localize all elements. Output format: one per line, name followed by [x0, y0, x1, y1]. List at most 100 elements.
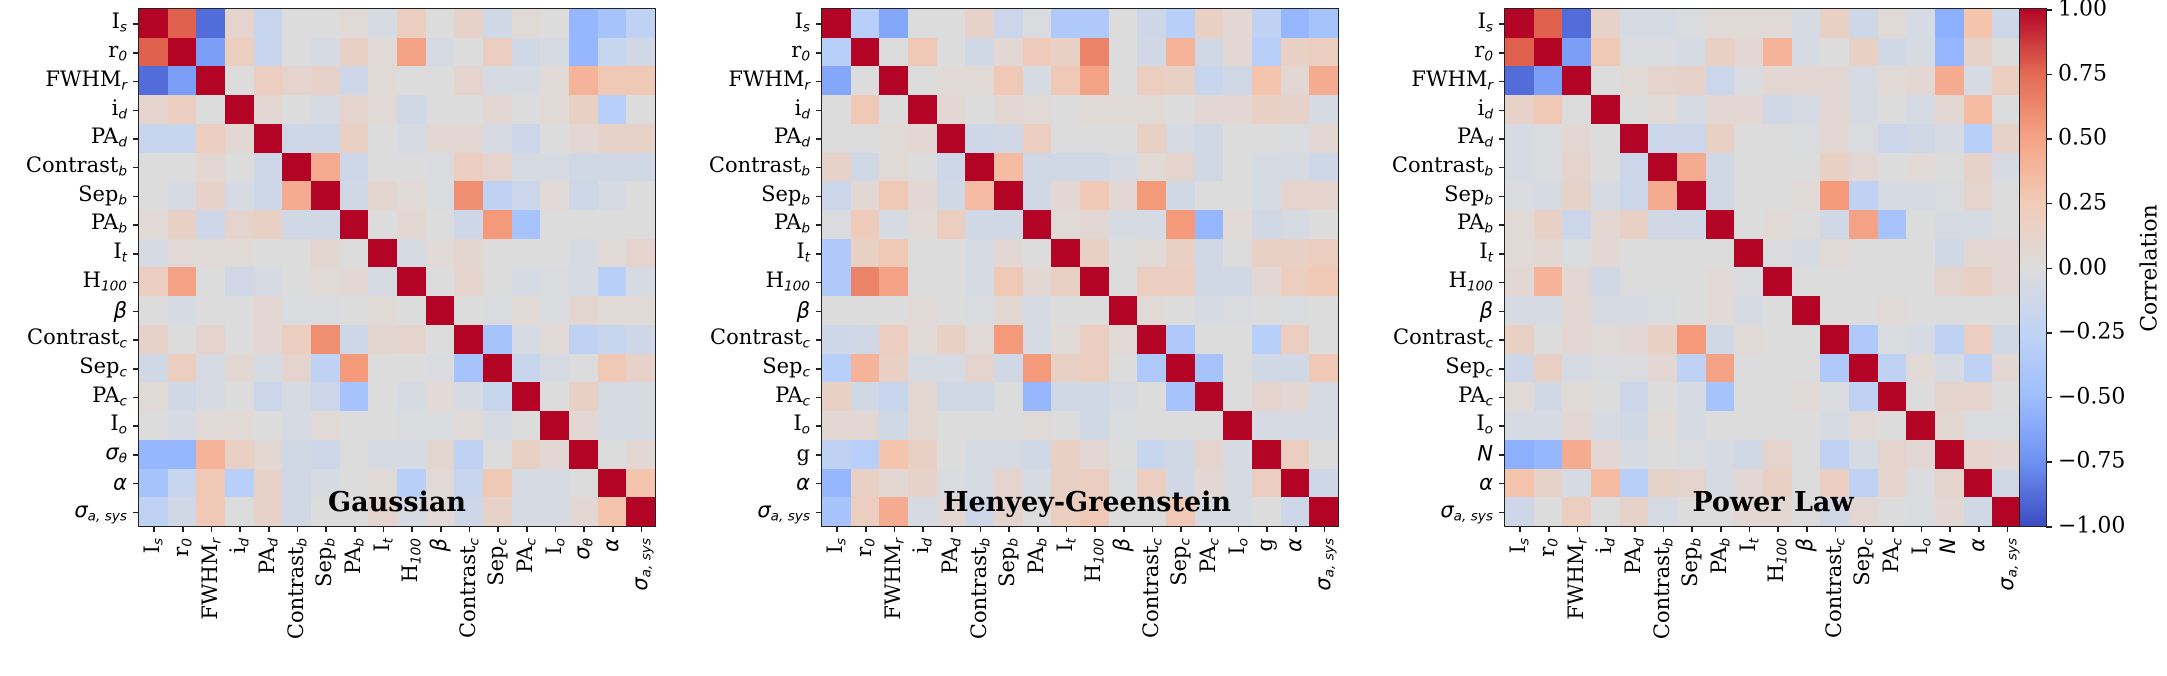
y-tick — [1499, 425, 1505, 427]
heatmap-cell — [1820, 66, 1849, 96]
heatmap-cell — [1791, 95, 1821, 124]
heatmap-cell — [139, 411, 168, 440]
heatmap-cell — [1505, 152, 1534, 182]
heatmap-cell — [196, 37, 225, 67]
heatmap-cell — [1992, 267, 2021, 297]
heatmap-cell — [626, 210, 655, 239]
x-tick — [1237, 526, 1240, 532]
x-tick — [497, 526, 499, 532]
y-tick — [133, 109, 139, 112]
heatmap-cell — [850, 497, 880, 526]
heatmap-cell — [1963, 439, 1993, 469]
heatmap-cell — [1934, 210, 1964, 239]
y-tick-label: PAc — [1458, 382, 1493, 410]
heatmap-grid — [138, 8, 656, 527]
x-axis-labels: Is r0 FWHMr id PAd Contrastb Sepb PAb It H100 β Con… — [1505, 526, 2021, 676]
heatmap-cell — [1280, 497, 1310, 526]
heatmap-cell — [1820, 9, 1849, 38]
y-tick-label: r0 — [108, 38, 127, 65]
heatmap-cell — [1877, 9, 1907, 38]
heatmap-cell — [850, 296, 880, 325]
heatmap-cell — [993, 238, 1023, 268]
heatmap-cell — [139, 210, 168, 239]
heatmap-cell — [1309, 324, 1338, 354]
heatmap-cell — [1051, 324, 1080, 354]
heatmap-cell — [1705, 95, 1735, 124]
heatmap-cell — [540, 152, 569, 182]
heatmap-cell — [454, 439, 483, 469]
heatmap-cell — [310, 267, 340, 297]
heatmap-cell — [1590, 238, 1620, 268]
heatmap-cell — [993, 37, 1023, 67]
y-tick — [816, 511, 822, 514]
heatmap-cell — [1963, 324, 1993, 354]
x-tick — [526, 526, 528, 532]
heatmap-cell — [282, 296, 311, 325]
x-tick-label: Contrastc — [455, 538, 483, 638]
colorbar — [2019, 8, 2047, 527]
heatmap-cell — [1533, 66, 1563, 96]
heatmap-cell — [368, 439, 397, 469]
heatmap-cell — [425, 210, 455, 239]
heatmap-cell — [1194, 468, 1224, 498]
heatmap-cell — [1963, 66, 1993, 96]
heatmap-cell — [339, 152, 369, 182]
x-tick — [865, 526, 867, 532]
heatmap-cell — [368, 324, 397, 354]
heatmap-cell — [1734, 382, 1763, 412]
heatmap-cell — [1022, 238, 1052, 268]
heatmap-cell — [425, 468, 455, 498]
heatmap-cell — [907, 152, 937, 182]
heatmap-cell — [224, 37, 254, 67]
heatmap-cell — [597, 353, 627, 383]
heatmap-cell — [224, 324, 254, 354]
heatmap-cell — [1590, 37, 1620, 67]
heatmap-cell — [597, 9, 627, 38]
heatmap-cell — [1848, 468, 1878, 498]
heatmap-cell — [1734, 411, 1763, 440]
heatmap-cell — [850, 238, 880, 268]
heatmap-cell — [1992, 66, 2021, 96]
heatmap-cell — [1906, 66, 1935, 96]
x-tick-label: Contrastb — [283, 538, 311, 640]
heatmap-cell — [1137, 66, 1166, 96]
heatmap-cell — [1223, 324, 1252, 354]
heatmap-cell — [1934, 468, 1964, 498]
heatmap-cell — [1992, 9, 2021, 38]
heatmap-cell — [1165, 95, 1195, 124]
heatmap-cell — [310, 37, 340, 67]
heatmap-cell — [482, 95, 512, 124]
heatmap-cell — [454, 95, 483, 124]
heatmap-cell — [1108, 468, 1138, 498]
y-tick-label: id — [111, 95, 127, 122]
heatmap-cell — [1505, 382, 1534, 412]
heatmap-cell — [1705, 181, 1735, 211]
heatmap-cell — [1309, 468, 1338, 498]
heatmap-cell — [568, 353, 598, 383]
heatmap-cell — [1022, 210, 1052, 239]
heatmap-cell — [1280, 238, 1310, 268]
heatmap-cell — [965, 152, 994, 182]
heatmap-cell — [454, 267, 483, 297]
heatmap-cell — [1022, 181, 1052, 211]
heatmap-cell — [396, 468, 426, 498]
heatmap-cell — [396, 267, 426, 297]
y-tick-label: PAc — [92, 382, 127, 410]
heatmap-cell — [1648, 37, 1677, 67]
heatmap-cell — [907, 210, 937, 239]
heatmap-cell — [879, 296, 908, 325]
y-tick — [816, 425, 822, 427]
heatmap-cell — [253, 382, 283, 412]
heatmap-cell — [1165, 353, 1195, 383]
heatmap-cell — [425, 267, 455, 297]
x-tick-label: Is — [823, 538, 850, 554]
heatmap-cell — [1108, 324, 1138, 354]
x-tick-label: β — [1110, 538, 1134, 552]
heatmap-cell — [1022, 123, 1052, 153]
heatmap-cell — [310, 439, 340, 469]
heatmap-cell — [253, 210, 283, 239]
heatmap-cell — [511, 181, 541, 211]
heatmap-cell — [1223, 181, 1252, 211]
heatmap-cell — [993, 210, 1023, 239]
heatmap-cell — [936, 66, 966, 96]
